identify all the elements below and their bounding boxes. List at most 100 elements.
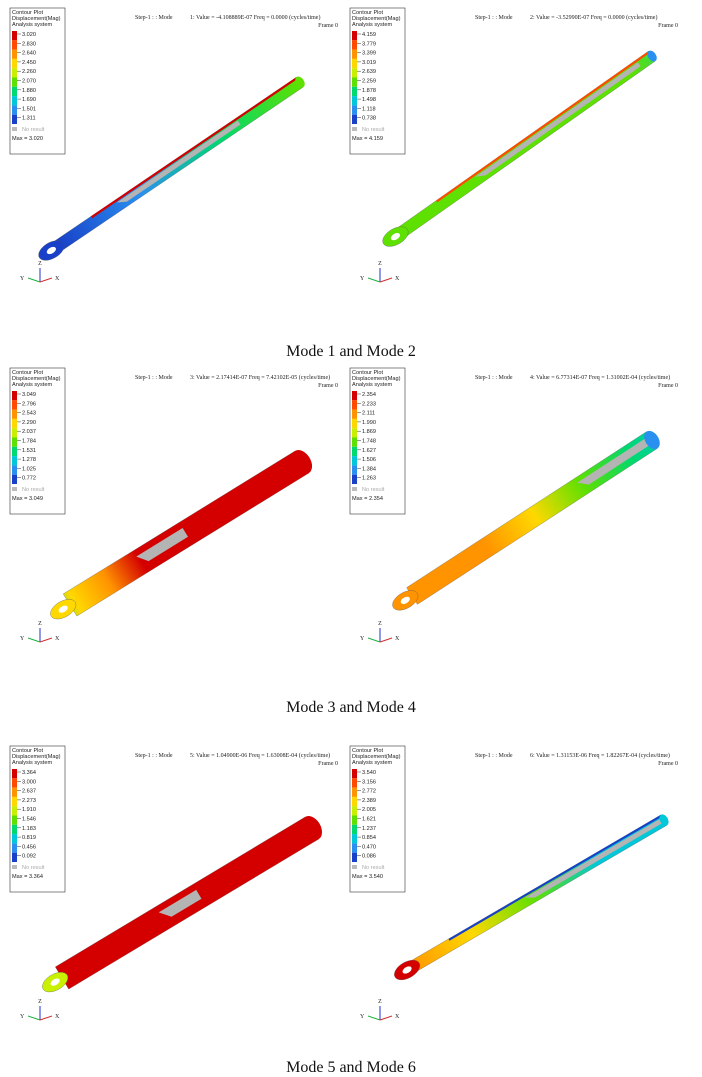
legend-swatch [352, 788, 357, 797]
legend-swatch [352, 778, 357, 787]
page: Contour PlotDisplacement(Mag)Analysis sy… [0, 0, 702, 1077]
legend-swatch [352, 96, 357, 105]
legend-value: 4.159 [362, 32, 376, 38]
legend-value: 2.260 [22, 69, 36, 75]
legend-value: 0.819 [22, 835, 36, 841]
legend-swatch [12, 778, 17, 787]
no-result-swatch [12, 487, 17, 491]
legend-swatch [352, 115, 357, 124]
triad-x-label: X [395, 636, 400, 642]
caption: Mode 1 and Mode 2 [286, 343, 416, 360]
legend-swatch [352, 105, 357, 114]
caption: Mode 3 and Mode 4 [286, 699, 416, 716]
legend-value: 1.501 [22, 106, 36, 112]
legend-value: 1.880 [22, 88, 36, 94]
legend-value: 3.000 [22, 779, 36, 785]
no-result: No result [362, 127, 385, 133]
beam-edge [449, 815, 663, 941]
legend-swatch [352, 797, 357, 806]
legend-swatch [12, 68, 17, 77]
legend-swatch [12, 465, 17, 474]
legend-value: 1.627 [362, 448, 376, 454]
legend-max: Max = 3.020 [12, 136, 43, 142]
frame-label: Frame 0 [658, 23, 678, 29]
legend-swatch [352, 438, 357, 447]
triad-y [28, 278, 40, 282]
triad-x-label: X [55, 1014, 60, 1020]
legend-swatch [12, 447, 17, 456]
legend-value: 1.498 [362, 97, 376, 103]
legend-value: 3.020 [22, 32, 36, 38]
legend-value: 0.854 [362, 835, 376, 841]
legend-swatch [352, 769, 357, 778]
triad-y [368, 638, 380, 642]
triad-x [40, 278, 52, 282]
legend-swatch [352, 87, 357, 96]
triad-y-label: Y [20, 636, 25, 642]
legend-value: 3.156 [362, 779, 376, 785]
legend-value: 1.748 [362, 439, 376, 445]
beam-edge [91, 77, 298, 218]
legend-swatch [352, 50, 357, 59]
legend-value: 3.364 [22, 770, 36, 776]
triad-y [368, 1016, 380, 1020]
legend-value: 1.263 [362, 476, 376, 482]
legend-swatch [12, 419, 17, 428]
legend-swatch [352, 447, 357, 456]
legend-swatch [12, 50, 17, 59]
no-result: No result [22, 487, 45, 493]
legend-value: 3.399 [362, 51, 376, 57]
legend-swatch [352, 456, 357, 465]
legend-swatch [12, 105, 17, 114]
legend-swatch [12, 87, 17, 96]
triad-y-label: Y [20, 1014, 25, 1020]
beam-stripe [525, 817, 665, 897]
legend-value: 3.019 [362, 60, 376, 66]
frame-label: Frame 0 [658, 761, 678, 767]
legend-value: 3.779 [362, 41, 376, 47]
legend-swatch [12, 788, 17, 797]
no-result: No result [22, 127, 45, 133]
legend-value: 0.772 [22, 476, 36, 482]
legend-value: 2.354 [362, 392, 376, 398]
legend-value: 2.639 [362, 69, 376, 75]
triad-y-label: Y [360, 636, 365, 642]
legend-title: Analysis system [352, 760, 392, 766]
legend-value: 0.086 [362, 854, 376, 860]
legend-value: 1.025 [22, 466, 36, 472]
beam [391, 813, 671, 984]
no-result: No result [362, 865, 385, 871]
legend-value: 1.183 [22, 826, 36, 832]
triad-z-label: Z [38, 261, 42, 267]
no-result-swatch [12, 127, 17, 131]
legend-value: 2.259 [362, 79, 376, 85]
no-result-swatch [12, 865, 17, 869]
triad-x-label: X [395, 276, 400, 282]
legend-title: Analysis system [352, 22, 392, 28]
triad-y-label: Y [20, 276, 25, 282]
step-label: Step-1 : : Mode [135, 753, 173, 759]
legend-value: 2.005 [362, 807, 376, 813]
legend-value: 2.233 [362, 401, 376, 407]
legend-value: 0.456 [22, 844, 36, 850]
legend-value: 2.543 [22, 411, 36, 417]
triad-z-label: Z [378, 999, 382, 1005]
legend-swatch [352, 410, 357, 419]
legend-value: 1.990 [362, 420, 376, 426]
legend-title: Analysis system [352, 382, 392, 388]
legend-swatch [12, 475, 17, 484]
triad-x [380, 278, 392, 282]
legend-value: 1.784 [22, 439, 36, 445]
legend-swatch [352, 853, 357, 862]
beam-stripe [577, 436, 653, 485]
legend-swatch [352, 78, 357, 87]
beam [379, 49, 658, 251]
triad-z-label: Z [38, 999, 42, 1005]
legend-swatch [12, 59, 17, 68]
triad-y [28, 638, 40, 642]
legend-value: 3.540 [362, 770, 376, 776]
legend-value: 0.738 [362, 116, 376, 122]
triad-x-label: X [55, 276, 60, 282]
frame-label: Frame 0 [658, 383, 678, 389]
legend-value: 1.910 [22, 807, 36, 813]
